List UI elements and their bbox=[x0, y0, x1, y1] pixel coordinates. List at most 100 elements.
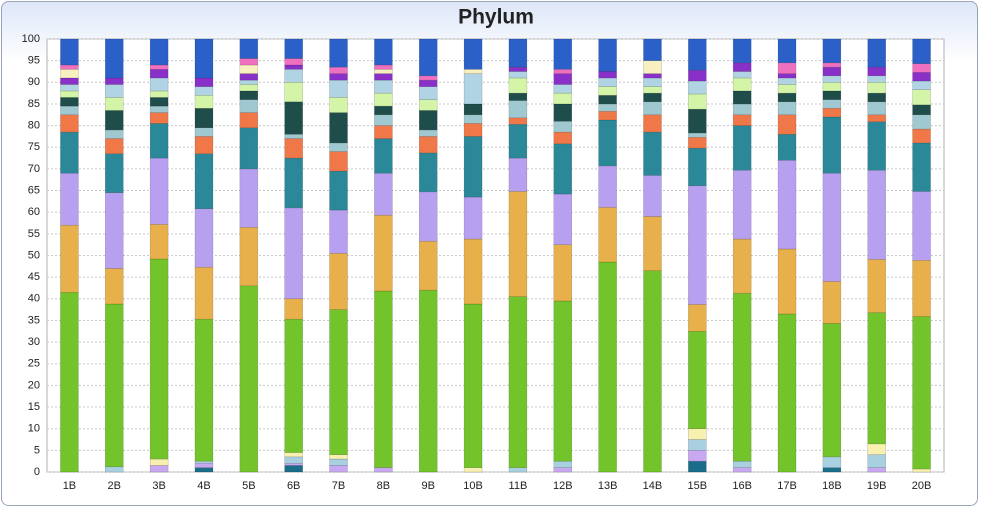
bar-segment bbox=[867, 121, 886, 171]
bar-segment bbox=[912, 72, 931, 82]
bar-segment bbox=[329, 253, 348, 310]
bar-segment bbox=[777, 77, 797, 85]
bar-segment bbox=[553, 121, 573, 133]
y-tick-label: 25 bbox=[28, 358, 40, 370]
bar-segment bbox=[105, 268, 124, 305]
bar-segment bbox=[149, 258, 169, 460]
x-tick-label: 7B bbox=[332, 480, 345, 492]
x-tick-label: 1B bbox=[63, 480, 76, 492]
bar-segment bbox=[867, 92, 886, 103]
bar-segment bbox=[777, 92, 797, 103]
bar-segment bbox=[732, 62, 752, 72]
x-tick-label: 11B bbox=[509, 480, 528, 492]
bar-segment bbox=[329, 142, 348, 152]
bar-segment bbox=[777, 159, 797, 250]
bar-segment bbox=[60, 84, 79, 92]
bar-segment bbox=[598, 95, 617, 105]
bar-segment bbox=[643, 175, 662, 217]
bar-segment bbox=[598, 86, 617, 96]
bar-segment bbox=[149, 224, 169, 260]
bar-segment bbox=[777, 84, 797, 94]
bar-segment bbox=[60, 292, 79, 473]
y-tick-label: 20 bbox=[28, 379, 40, 391]
bar-segment bbox=[329, 454, 348, 460]
bar-segment bbox=[105, 110, 124, 131]
bar-segment bbox=[194, 467, 214, 473]
bar-segment bbox=[374, 79, 393, 94]
bar-segment bbox=[463, 38, 483, 70]
bar-segment bbox=[374, 214, 393, 292]
bar-segment bbox=[508, 71, 528, 79]
x-tick-label: 20B bbox=[912, 480, 932, 492]
bar-segment bbox=[284, 452, 303, 458]
bar-segment bbox=[643, 92, 662, 103]
bar-segment bbox=[194, 127, 214, 137]
bar-segment bbox=[463, 123, 483, 137]
y-tick-label: 30 bbox=[28, 336, 40, 348]
bar-segment bbox=[329, 112, 348, 144]
bar-segment bbox=[194, 77, 214, 87]
bar-segment bbox=[239, 112, 259, 129]
bar-segment bbox=[374, 138, 393, 174]
bar-segment bbox=[732, 77, 752, 92]
bar-segment bbox=[912, 191, 931, 261]
bar-segment bbox=[822, 172, 842, 282]
bar-segment bbox=[239, 73, 259, 81]
bar-segment bbox=[732, 238, 752, 294]
x-tick-label: 14B bbox=[643, 480, 663, 492]
bar-segment bbox=[777, 114, 797, 135]
bar-segment bbox=[463, 114, 483, 124]
bar-segment bbox=[508, 467, 528, 473]
bar-segment bbox=[598, 207, 617, 263]
bar-segment bbox=[194, 108, 214, 129]
bar-segment bbox=[822, 62, 842, 68]
bar-segment bbox=[284, 207, 303, 300]
x-tick-label: 12B bbox=[553, 480, 573, 492]
chart-title: Phylum bbox=[458, 6, 534, 29]
bar-segment bbox=[598, 103, 617, 112]
bar-segment bbox=[239, 84, 259, 92]
bar-segment bbox=[688, 69, 707, 82]
bar-segment bbox=[912, 104, 931, 116]
bar-segment bbox=[105, 97, 124, 111]
bar-segment bbox=[688, 185, 707, 305]
bar-segment bbox=[105, 77, 124, 85]
y-tick-label: 90 bbox=[28, 76, 40, 88]
bar-segment bbox=[374, 467, 393, 473]
bar-segment bbox=[688, 108, 707, 134]
bar-segment bbox=[329, 79, 348, 98]
bar-segment bbox=[239, 90, 259, 100]
bar-segment bbox=[418, 110, 438, 131]
bar-segment bbox=[822, 116, 842, 174]
bar-segment bbox=[284, 463, 303, 466]
bar-segment bbox=[284, 58, 303, 66]
bar-segment bbox=[284, 465, 303, 473]
bar-segment bbox=[194, 463, 214, 468]
x-tick-label: 8B bbox=[377, 480, 390, 492]
bar-segment bbox=[553, 103, 573, 122]
bar-segment bbox=[867, 467, 886, 473]
bar-segment bbox=[867, 38, 886, 68]
x-tick-label: 3B bbox=[152, 480, 165, 492]
bar-segment bbox=[822, 90, 842, 100]
bar-segment bbox=[598, 261, 617, 473]
x-tick-label: 5B bbox=[242, 480, 255, 492]
bar-segment bbox=[508, 77, 528, 94]
bar-segment bbox=[463, 467, 483, 473]
bar-segment bbox=[912, 316, 931, 470]
bar-segment bbox=[105, 466, 124, 473]
bar-segment bbox=[329, 151, 348, 172]
bar-segment bbox=[105, 38, 124, 79]
bar-segment bbox=[553, 193, 573, 245]
bar-segment bbox=[60, 69, 79, 79]
bar-segment bbox=[732, 103, 752, 116]
x-tick-label: 9B bbox=[421, 480, 434, 492]
bar-segment bbox=[732, 125, 752, 171]
bar-segment bbox=[149, 38, 169, 66]
x-tick-label: 16B bbox=[732, 480, 752, 492]
x-tick-label: 19B bbox=[867, 480, 887, 492]
bar-segment bbox=[463, 238, 483, 305]
bar-segment bbox=[732, 460, 752, 468]
bar-segment bbox=[60, 64, 79, 70]
bar-segment bbox=[284, 69, 303, 83]
